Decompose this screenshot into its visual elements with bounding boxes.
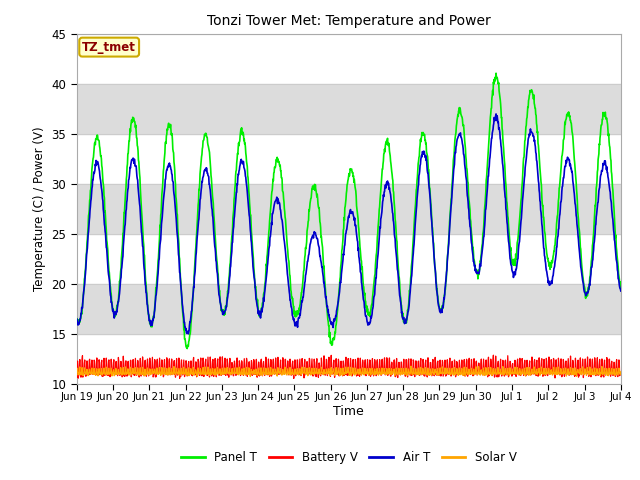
X-axis label: Time: Time	[333, 405, 364, 418]
Line: Panel T: Panel T	[77, 73, 621, 348]
Panel T	[553, 217, 561, 223]
Battery V	[505, 370, 513, 376]
Battery V	[290, 375, 298, 381]
Solar V	[407, 363, 415, 369]
Solar V	[246, 373, 254, 379]
Bar	[77, 284, 621, 334]
Air T	[553, 244, 561, 250]
Solar V	[180, 372, 188, 377]
Panel T	[255, 313, 263, 319]
Air T	[492, 111, 500, 117]
Battery V	[490, 352, 497, 358]
Air T	[184, 331, 192, 337]
Air T	[180, 319, 188, 325]
Battery V	[617, 372, 625, 377]
Battery V	[180, 374, 188, 380]
Solar V	[255, 369, 263, 375]
Text: TZ_tmet: TZ_tmet	[82, 41, 136, 54]
Line: Battery V: Battery V	[77, 355, 621, 378]
Air T	[434, 293, 442, 299]
Air T	[505, 240, 513, 246]
Panel T	[183, 346, 191, 351]
Panel T	[617, 285, 625, 291]
Solar V	[617, 369, 625, 374]
Battery V	[553, 371, 561, 377]
Solar V	[505, 372, 513, 377]
Legend: Panel T, Battery V, Air T, Solar V: Panel T, Battery V, Air T, Solar V	[176, 446, 522, 468]
Panel T	[434, 293, 442, 299]
Solar V	[434, 366, 442, 372]
Battery V	[73, 374, 81, 380]
Bar	[77, 84, 621, 134]
Panel T	[492, 71, 500, 76]
Panel T	[195, 202, 202, 208]
Air T	[617, 288, 625, 294]
Line: Air T: Air T	[77, 114, 621, 334]
Panel T	[505, 228, 513, 233]
Solar V	[194, 368, 202, 373]
Y-axis label: Temperature (C) / Power (V): Temperature (C) / Power (V)	[33, 127, 46, 291]
Title: Tonzi Tower Met: Temperature and Power: Tonzi Tower Met: Temperature and Power	[207, 14, 491, 28]
Solar V	[73, 369, 81, 375]
Panel T	[73, 316, 81, 322]
Air T	[195, 222, 202, 228]
Battery V	[255, 359, 262, 365]
Panel T	[180, 336, 188, 342]
Line: Solar V: Solar V	[77, 366, 621, 376]
Air T	[73, 316, 81, 322]
Battery V	[194, 368, 202, 373]
Battery V	[434, 360, 442, 365]
Bar	[77, 184, 621, 234]
Air T	[255, 312, 263, 318]
Solar V	[553, 372, 561, 377]
